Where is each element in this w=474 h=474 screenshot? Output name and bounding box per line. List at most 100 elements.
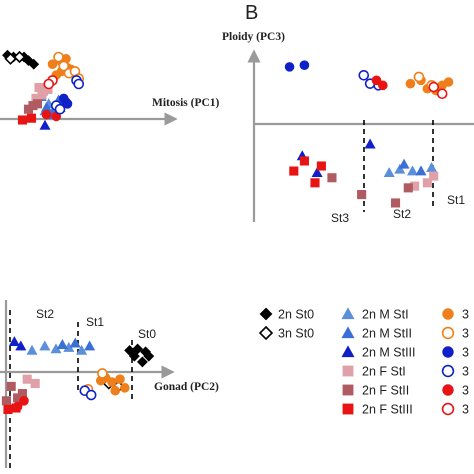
point-3n-f-stiii (19, 395, 29, 406)
panel-b-stage-label: St2 (393, 207, 411, 221)
point-2n-f-stii (391, 198, 401, 208)
panel-b-stage-label: St1 (447, 193, 465, 207)
panel-a-x-axis-label: Mitosis (PC1) (152, 97, 220, 109)
point-2n-m-sti (426, 162, 438, 172)
legend-label: 3 (462, 403, 469, 417)
point-2n-m-stiii (8, 336, 20, 347)
point-3n-m-stiii (299, 60, 310, 70)
point-3n-f-sti (115, 374, 125, 385)
point-3n-f-stii (97, 368, 108, 379)
point-2n-f-stiii (316, 161, 326, 171)
panel-c-stage-label: St0 (138, 327, 156, 341)
panel-a: Mitosis (PC1) (0, 49, 220, 130)
point-2n-f-stii (23, 104, 34, 114)
point-3n-f-stiii (12, 401, 23, 412)
legend-marker-3-circle (441, 364, 455, 378)
panel-c: Gonad (PC2) St2 St1 St0 (0, 300, 219, 470)
point-2n-f-sti (34, 83, 44, 93)
point-3n-m-sti (436, 88, 448, 100)
legend-label: 2n F StIII (362, 403, 413, 417)
point-2n-f-stiii (3, 404, 13, 414)
point-3n-f-stii (53, 51, 64, 63)
legend-marker-2n-m-stiii-triangle (341, 345, 355, 358)
point-3n-f-sti (120, 383, 130, 393)
point-2n-st0 (136, 356, 148, 368)
point-2n-m-sti (394, 163, 406, 174)
legend-marker-2n-m-stii-triangle (341, 326, 355, 339)
point-3n-st0 (4, 52, 17, 65)
point-3n-f-sti (107, 377, 117, 387)
legend-label: 2n St0 (278, 308, 314, 322)
point-2n-m-sti (26, 344, 38, 355)
point-2n-st0 (28, 58, 40, 70)
legend-marker-3-circle (442, 346, 454, 358)
legend-marker-3-circle (441, 326, 455, 340)
point-3n-f-stii (413, 71, 425, 83)
point-2n-f-stii (403, 183, 413, 193)
point-2n-st0 (143, 350, 155, 362)
point-3n-m-stii (54, 103, 66, 115)
legend-label: 2n M StII (362, 327, 412, 341)
point-2n-f-stii (327, 173, 337, 183)
legend-marker-2n-st0-diamond (259, 307, 273, 321)
panel-b: B Ploidy (PC3) St3 St2 St1 (222, 2, 474, 225)
point-2n-f-sti (422, 178, 432, 188)
point-2n-f-sti (429, 171, 439, 181)
point-3n-f-stiii (378, 80, 388, 91)
legend-label: 3 (462, 384, 469, 398)
legend-marker-2n-f-sti-square (342, 365, 354, 377)
point-2n-m-sti (407, 165, 419, 176)
legend-marker-2n-m-sti-triangle (341, 307, 355, 320)
panel-a-marks (2, 49, 85, 130)
point-2n-f-stii (6, 381, 16, 391)
point-3n-st0 (13, 50, 26, 64)
point-2n-m-stii (398, 158, 410, 169)
panel-c-marks (1, 336, 155, 414)
panel-c-x-axis-label: Gonad (PC2) (154, 381, 219, 393)
point-2n-f-stiii (289, 166, 299, 176)
point-2n-f-sti (22, 374, 32, 384)
panel-b-stage-label: St3 (331, 211, 349, 225)
point-2n-m-sti (383, 167, 395, 178)
point-3n-f-stii (58, 60, 70, 72)
legend-marker-3-circle (442, 308, 454, 320)
point-3n-m-sti (43, 78, 55, 90)
point-3n-m-stiii (284, 62, 295, 72)
legend-label: 3 (462, 365, 469, 379)
point-2n-m-stiii (39, 119, 51, 130)
panel-c-stage-label: St2 (36, 307, 54, 321)
legend-marker-2n-f-stii-square (342, 384, 354, 396)
point-2n-f-stiii (26, 113, 37, 123)
legend-label: 2n F StII (362, 384, 409, 398)
legend-label: 3 (462, 308, 469, 322)
point-2n-f-sti (30, 378, 40, 389)
point-2n-f-stiii (299, 156, 309, 166)
point-2n-m-stiii (311, 167, 323, 178)
legend-marker-3-circle (441, 402, 455, 416)
point-2n-m-sti (76, 344, 88, 355)
point-2n-m-sti (39, 340, 51, 351)
panel-c-stage-label: St1 (86, 315, 104, 329)
legend: 2n St0 3n St0 2n M StI 2n M StII 2n M StIII 2… (258, 307, 469, 417)
point-3n-f-stiii (371, 75, 382, 86)
legend-label: 2n M StI (362, 308, 409, 322)
point-2n-m-stii (69, 337, 81, 348)
point-2n-st0 (128, 350, 140, 362)
legend-label: 2n F StI (362, 365, 406, 379)
point-2n-f-stii (357, 190, 367, 200)
panel-b-letter: B (245, 2, 258, 24)
point-3n-m-sti (428, 81, 440, 93)
point-2n-f-stii (32, 99, 43, 109)
point-3n-m-stii (73, 78, 85, 90)
point-2n-f-stiii (310, 178, 320, 188)
point-3n-f-sti (443, 77, 454, 87)
point-3n-m-stiii (62, 99, 73, 109)
point-2n-m-stiii (364, 138, 376, 149)
point-2n-m-stii (415, 165, 427, 176)
point-3n-f-stiii (41, 109, 52, 120)
legend-label: 2n M StIII (362, 346, 416, 360)
point-3n-f-sti (110, 385, 120, 396)
legend-marker-2n-f-stiii-square (342, 403, 354, 415)
point-3n-m-stii (85, 389, 97, 401)
